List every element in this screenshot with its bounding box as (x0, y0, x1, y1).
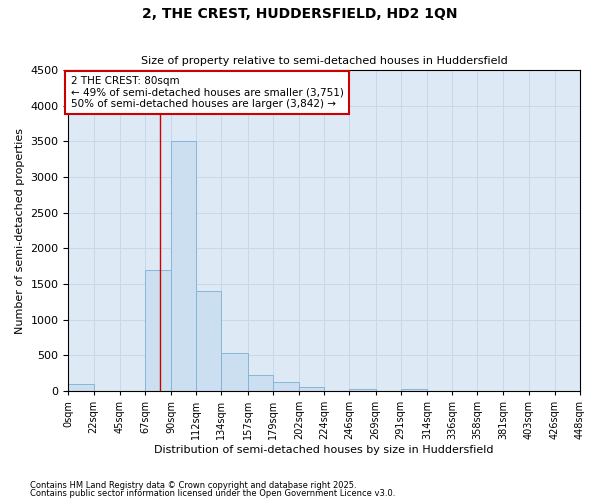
Bar (273, 382, 299, 391)
Bar (299, 387, 324, 391)
Bar (68, 384, 94, 391)
Text: Contains public sector information licensed under the Open Government Licence v3: Contains public sector information licen… (30, 488, 395, 498)
Bar (221, 353, 248, 391)
Bar (145, 270, 171, 391)
Bar (248, 374, 273, 391)
Y-axis label: Number of semi-detached properties: Number of semi-detached properties (15, 128, 25, 334)
Text: 2 THE CREST: 80sqm
← 49% of semi-detached houses are smaller (3,751)
50% of semi: 2 THE CREST: 80sqm ← 49% of semi-detache… (71, 76, 344, 109)
Text: Contains HM Land Registry data © Crown copyright and database right 2025.: Contains HM Land Registry data © Crown c… (30, 481, 356, 490)
Bar (401, 389, 427, 391)
Text: 2, THE CREST, HUDDERSFIELD, HD2 1QN: 2, THE CREST, HUDDERSFIELD, HD2 1QN (142, 8, 458, 22)
Bar (349, 390, 376, 391)
Bar (196, 291, 221, 391)
Bar (171, 142, 196, 391)
Title: Size of property relative to semi-detached houses in Huddersfield: Size of property relative to semi-detach… (141, 56, 508, 66)
X-axis label: Distribution of semi-detached houses by size in Huddersfield: Distribution of semi-detached houses by … (154, 445, 494, 455)
